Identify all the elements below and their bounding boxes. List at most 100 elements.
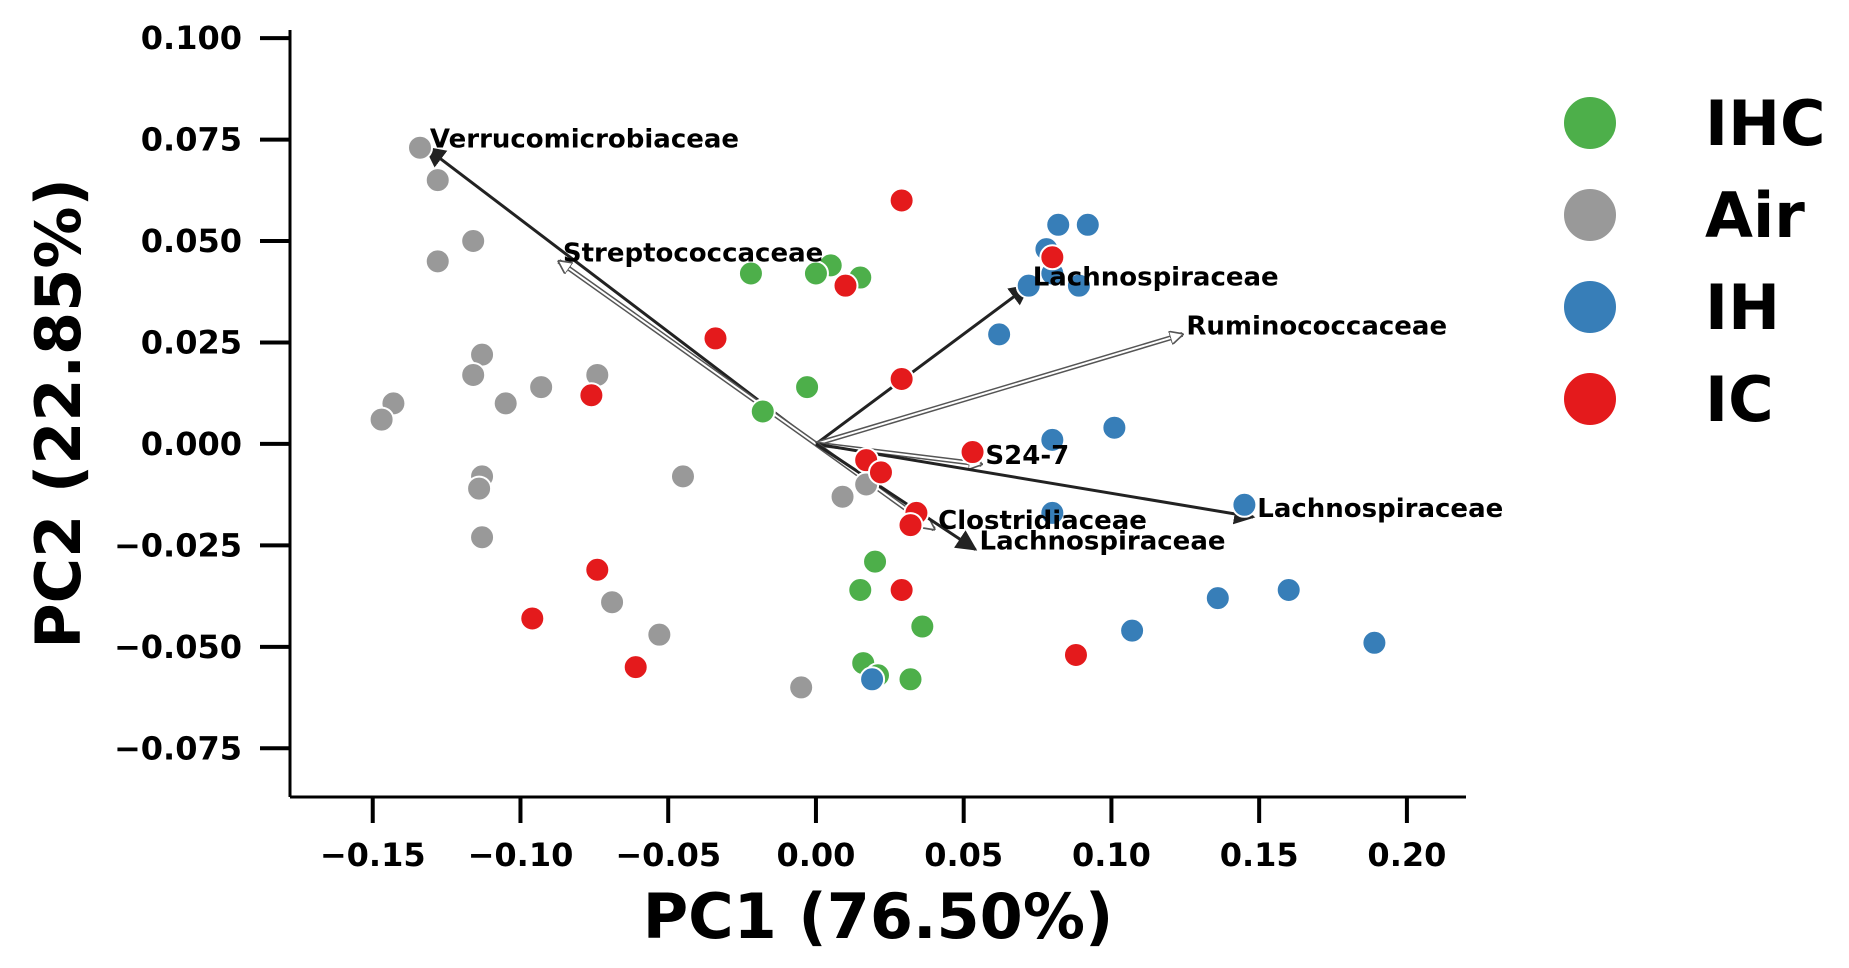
x-tick-label: 0.20 <box>1367 836 1446 874</box>
data-point-ihc <box>909 613 936 640</box>
data-point-ic <box>832 272 859 299</box>
data-point-ihc <box>862 548 889 575</box>
data-point-air <box>469 524 496 551</box>
data-point-air <box>460 228 487 255</box>
x-tick-label: −0.05 <box>615 836 721 874</box>
data-points <box>368 134 1388 701</box>
data-point-ic <box>897 512 924 539</box>
data-point-ihc <box>794 374 821 401</box>
y-tick-label: −0.075 <box>114 729 242 767</box>
data-point-air <box>424 167 451 194</box>
data-point-ihc <box>847 577 874 604</box>
data-point-ic <box>519 605 546 632</box>
loading-label: Lachnospiraceae <box>980 526 1226 556</box>
data-point-air <box>829 483 856 510</box>
data-point-ic <box>888 187 915 214</box>
data-point-ih <box>986 321 1013 348</box>
legend-item-ihc: IHC <box>1562 87 1825 160</box>
x-tick-label: 0.15 <box>1220 836 1299 874</box>
data-point-air <box>492 390 519 417</box>
x-tick-label: −0.10 <box>468 836 574 874</box>
y-tick-label: 0.050 <box>141 222 242 260</box>
legend-marker <box>1562 279 1618 335</box>
y-axis-title: PC2 (22.85%) <box>22 178 95 649</box>
data-point-air <box>368 406 395 433</box>
data-point-ic <box>1039 244 1066 271</box>
y-tick-label: 0.100 <box>141 19 242 57</box>
y-tick-label: −0.050 <box>114 628 242 666</box>
loading-arrow <box>559 261 817 445</box>
loading-arrow <box>815 334 1182 445</box>
loading-arrow <box>815 442 1256 525</box>
data-point-air <box>599 589 626 616</box>
data-point-ic <box>622 654 649 681</box>
data-point-ic <box>584 556 611 583</box>
data-point-ih <box>1039 499 1066 526</box>
x-tick-label: 0.00 <box>776 836 855 874</box>
data-point-ih <box>1119 617 1146 644</box>
loading-arrow <box>815 284 1031 446</box>
data-point-air <box>466 475 493 502</box>
data-point-ihc <box>897 666 924 693</box>
loading-label: Streptococcaceae <box>563 238 823 268</box>
data-point-air <box>460 361 487 388</box>
y-tick-label: −0.025 <box>114 526 242 564</box>
loading-label: S24-7 <box>985 441 1069 471</box>
legend: IHC Air IH IC <box>1562 87 1825 436</box>
loading-arrow <box>815 442 978 551</box>
loading-label: Ruminococcaceae <box>1186 311 1447 341</box>
legend-item-ih: IH <box>1562 271 1780 344</box>
data-point-ih <box>1045 211 1072 238</box>
data-point-ih <box>1039 426 1066 453</box>
data-point-ic <box>867 459 894 486</box>
data-point-air <box>788 674 815 701</box>
loading-label: Verrucomicrobiaceae <box>430 125 739 155</box>
series-ic <box>519 187 1089 681</box>
data-point-ihc <box>737 260 764 287</box>
x-tick-label: 0.10 <box>1072 836 1151 874</box>
data-point-air <box>646 621 673 648</box>
legend-label: IHC <box>1705 87 1825 160</box>
legend-marker <box>1562 371 1618 427</box>
data-point-ihc <box>749 398 776 425</box>
data-point-air <box>669 463 696 490</box>
data-point-ih <box>1015 272 1042 299</box>
y-tick-label: 0.025 <box>141 323 242 361</box>
data-point-ih <box>1361 629 1388 656</box>
loading-label: Lachnospiraceae <box>1257 494 1503 524</box>
legend-marker <box>1562 95 1618 151</box>
data-point-ihc <box>802 260 829 287</box>
x-tick-label: −0.15 <box>320 836 426 874</box>
data-point-ih <box>1231 491 1258 518</box>
loading-arrow <box>424 146 817 446</box>
data-point-air <box>407 134 434 161</box>
data-point-ic <box>1062 641 1089 668</box>
loading-label: Clostridiaceae <box>938 506 1147 536</box>
series-ihc <box>737 252 936 693</box>
data-point-air <box>424 248 451 275</box>
series-air <box>368 134 880 701</box>
y-tick-label: 0.000 <box>141 425 242 463</box>
legend-label: Air <box>1705 179 1805 252</box>
series-ih <box>859 211 1388 693</box>
loading-label: Lachnospiraceae <box>1033 263 1279 293</box>
x-axis-title: PC1 (76.50%) <box>643 880 1114 953</box>
data-point-ic <box>888 366 915 393</box>
data-point-ic <box>959 439 986 466</box>
legend-item-air: Air <box>1562 179 1805 252</box>
data-point-ic <box>888 577 915 604</box>
data-point-ih <box>1275 577 1302 604</box>
y-tick-label: 0.075 <box>141 121 242 159</box>
data-point-ih <box>859 666 886 693</box>
data-point-ih <box>1074 211 1101 238</box>
legend-marker <box>1562 187 1618 243</box>
data-point-air <box>528 374 555 401</box>
legend-label: IH <box>1705 271 1780 344</box>
data-point-ih <box>1204 585 1231 612</box>
x-tick-label: 0.05 <box>924 836 1003 874</box>
loading-labels: Verrucomicrobiaceae Streptococcaceae Lachn… <box>430 125 1503 557</box>
legend-label: IC <box>1705 363 1774 436</box>
legend-item-ic: IC <box>1562 363 1774 436</box>
